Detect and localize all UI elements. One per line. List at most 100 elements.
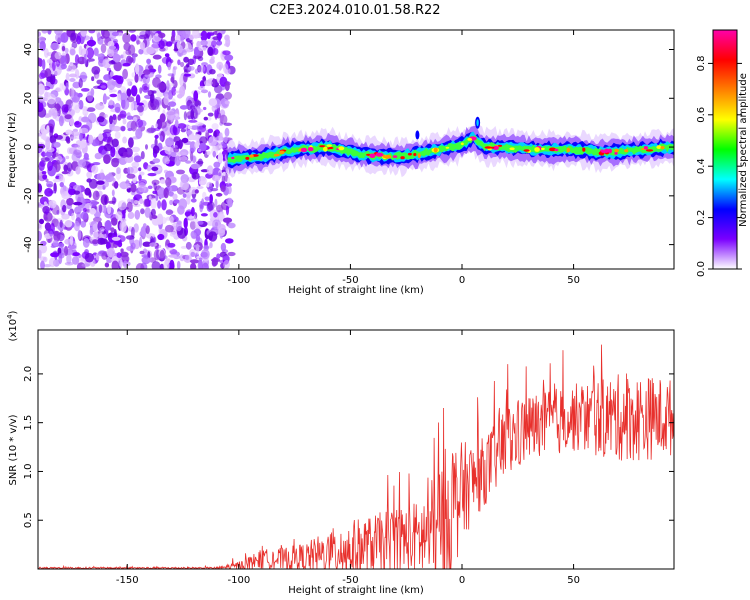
noise-blob xyxy=(88,30,96,34)
noise-blob xyxy=(143,198,149,208)
noise-blob xyxy=(70,87,75,99)
ridge-hotspot xyxy=(624,149,629,153)
noise-blob xyxy=(179,156,188,162)
noise-blob xyxy=(146,127,156,133)
noise-blob xyxy=(225,238,234,244)
noise-blob xyxy=(72,149,82,157)
noise-blob xyxy=(71,41,78,49)
noise-blob xyxy=(190,198,197,203)
noise-blob xyxy=(131,226,135,238)
noise-blob xyxy=(172,193,178,200)
noise-blob xyxy=(81,199,91,203)
noise-blob xyxy=(46,125,50,134)
noise-blob xyxy=(64,261,74,266)
noise-blob xyxy=(198,142,207,152)
noise-blob xyxy=(39,40,46,52)
noise-blob xyxy=(194,100,202,107)
noise-blob xyxy=(78,57,83,62)
noise-blob xyxy=(151,216,161,226)
ridge-hotspot xyxy=(554,148,559,152)
noise-blob xyxy=(147,185,153,190)
noise-blob xyxy=(60,33,65,43)
noise-blob xyxy=(200,169,209,173)
spectrogram-noise-region xyxy=(38,30,236,269)
noise-blob xyxy=(122,32,131,44)
noise-blob xyxy=(139,236,143,248)
noise-blob xyxy=(167,61,172,71)
noise-blob xyxy=(111,217,118,226)
noise-blob xyxy=(147,257,152,263)
snr-frame xyxy=(37,329,675,570)
ridge-hotspot xyxy=(245,156,250,160)
noise-blob xyxy=(189,105,196,110)
noise-blob xyxy=(159,263,165,269)
noise-blob xyxy=(126,115,134,120)
noise-blob xyxy=(66,253,72,265)
noise-blob xyxy=(169,199,174,206)
snr-y-multiplier: (x104) xyxy=(6,310,19,341)
noise-blob xyxy=(208,136,218,147)
noise-blob xyxy=(219,114,228,125)
noise-blob xyxy=(168,101,177,107)
noise-blob xyxy=(181,137,189,144)
ridge-hotspot xyxy=(534,147,540,152)
noise-blob xyxy=(44,152,53,157)
noise-blob xyxy=(220,242,227,252)
noise-blob xyxy=(201,262,209,269)
noise-blob xyxy=(133,155,142,163)
noise-blob xyxy=(104,195,108,205)
noise-blob xyxy=(203,116,208,121)
noise-blob xyxy=(137,182,147,193)
x-tick-label: 0 xyxy=(459,275,465,286)
noise-blob xyxy=(76,211,82,221)
noise-blob xyxy=(184,255,190,261)
noise-blob xyxy=(38,218,45,225)
noise-blob xyxy=(73,190,81,195)
noise-blob xyxy=(92,162,101,166)
noise-blob xyxy=(220,185,226,192)
noise-blob xyxy=(83,207,87,213)
noise-blob xyxy=(131,161,140,168)
noise-blob xyxy=(61,204,67,213)
colorbar-tick-label: 0.2 xyxy=(696,210,707,226)
noise-blob xyxy=(52,178,61,183)
noise-blob xyxy=(145,30,151,38)
noise-blob xyxy=(161,199,167,211)
figure-title: C2E3.2024.010.01.58.R22 xyxy=(269,3,440,18)
noise-blob xyxy=(111,157,120,168)
noise-blob xyxy=(60,55,67,67)
noise-blob xyxy=(167,105,171,111)
x-tick-label: -150 xyxy=(116,275,139,286)
ridge-hotspot xyxy=(413,153,417,156)
noise-blob xyxy=(39,102,44,111)
noise-blob xyxy=(110,227,115,233)
noise-blob xyxy=(224,42,230,47)
noise-blob xyxy=(159,135,164,142)
noise-blob xyxy=(72,252,80,257)
noise-blob xyxy=(38,72,46,80)
noise-blob xyxy=(137,105,144,113)
noise-blob xyxy=(70,136,77,140)
noise-blob xyxy=(116,252,122,259)
ridge-hotspot xyxy=(656,145,662,150)
noise-blob xyxy=(59,219,63,228)
noise-blob xyxy=(173,147,180,153)
noise-blob xyxy=(213,161,221,168)
noise-blob xyxy=(91,139,100,147)
noise-blob xyxy=(86,107,96,112)
noise-blob xyxy=(78,75,88,79)
noise-blob xyxy=(92,239,99,245)
noise-blob xyxy=(221,169,227,173)
noise-blob xyxy=(151,166,159,171)
ridge-hotspot xyxy=(231,156,235,160)
noise-blob xyxy=(38,230,42,242)
colorbar-ticks: 0.0 0.2 0.4 0.6 0.8 xyxy=(696,55,742,277)
noise-blob xyxy=(185,42,192,53)
noise-blob xyxy=(52,78,58,85)
noise-blob xyxy=(131,85,138,97)
noise-blob xyxy=(40,240,47,246)
noise-blob xyxy=(152,158,161,164)
snr-ticks: -150 -100 -50 0 50 0.5 1.0 1.5 2.0 xyxy=(23,330,674,586)
noise-blob xyxy=(91,76,95,82)
noise-blob xyxy=(119,251,129,258)
